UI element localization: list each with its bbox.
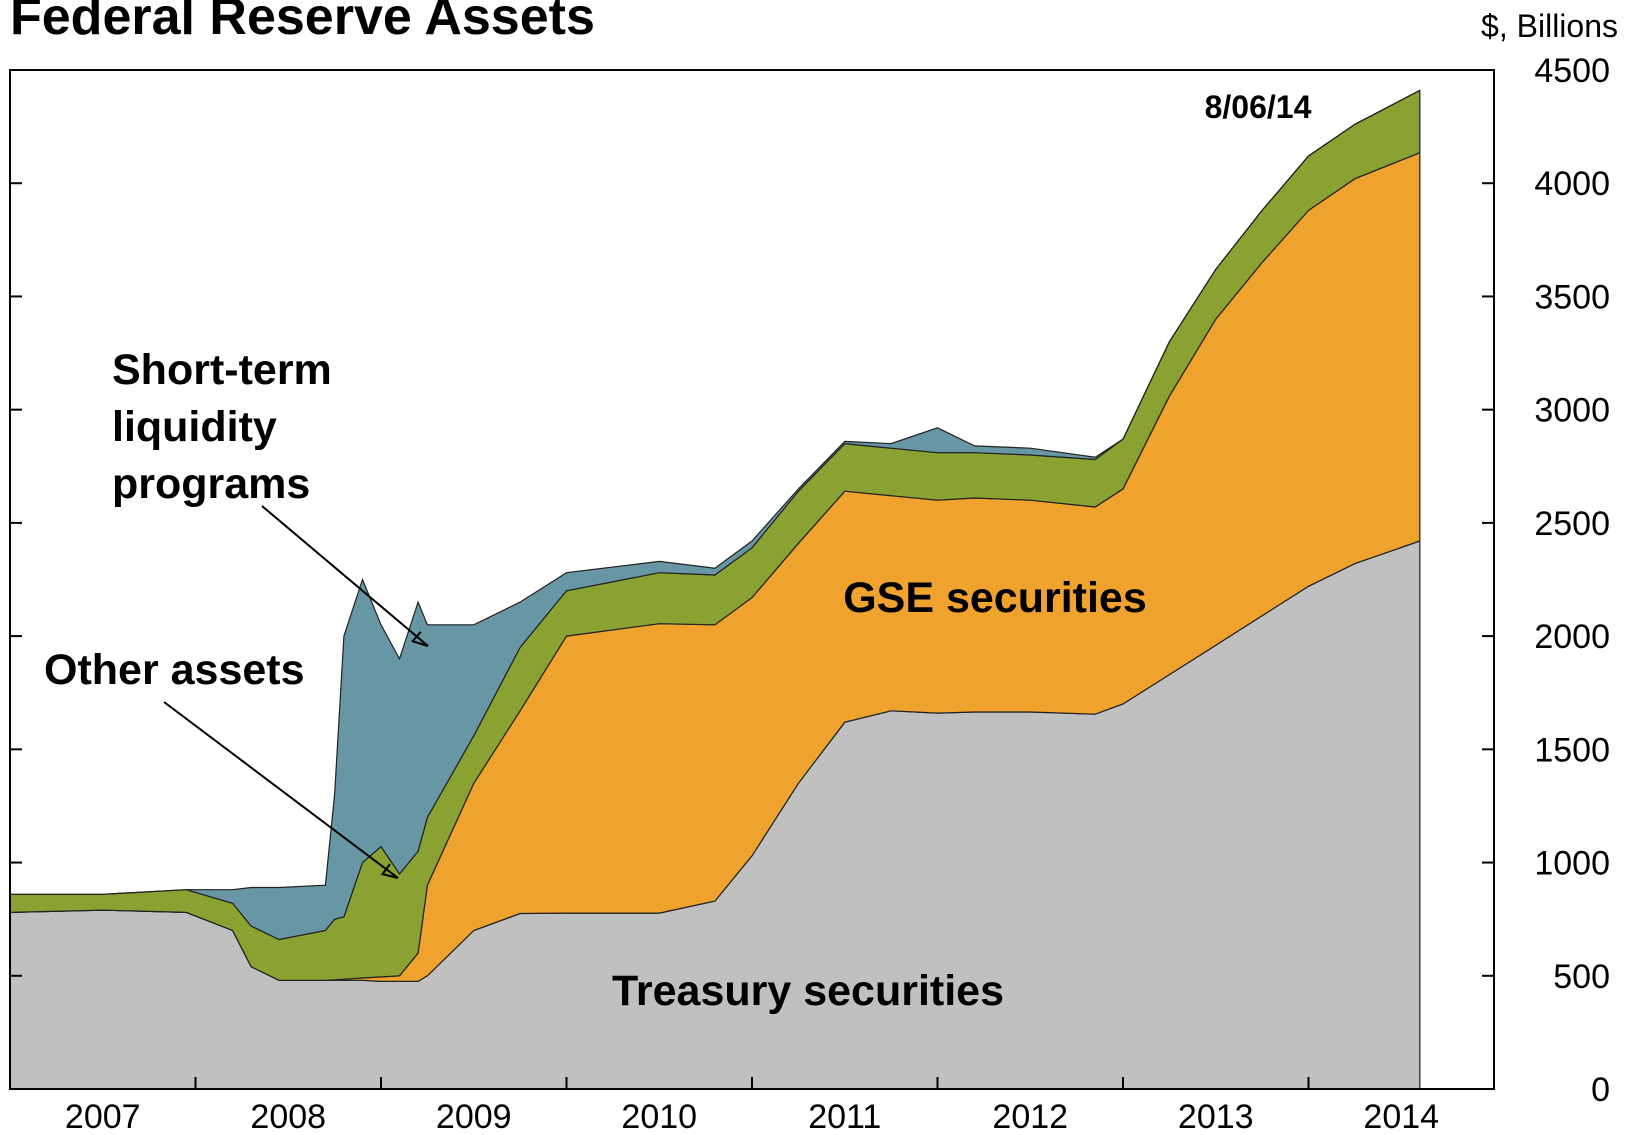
area <box>10 89 1421 941</box>
arrow-head <box>410 631 429 647</box>
chart-title: Federal Reserve Assets <box>10 0 595 46</box>
series-label: programs <box>112 460 310 508</box>
y-tick-label: 3000 <box>1534 392 1610 430</box>
axes: 0 500 1000 1500 2000 2500 3000 3500 4000 4500 2007… <box>9 52 1610 1135</box>
y-tick-label: 0 <box>1591 1071 1610 1109</box>
series-label: GSE securities <box>843 574 1147 622</box>
series-label: Treasury securities <box>612 967 1004 1015</box>
y-tick-label: 2000 <box>1534 618 1610 656</box>
y-tick-label: 1000 <box>1534 845 1610 883</box>
y-tick-label: 1500 <box>1534 731 1610 769</box>
series-label: Other assets <box>44 646 305 694</box>
y-axis-label: $, Billions <box>1481 8 1618 44</box>
arrow-line <box>163 701 399 879</box>
areas <box>9 89 1421 1090</box>
x-tick-label: 2013 <box>1178 1098 1254 1135</box>
date-label: 8/06/14 <box>1205 89 1312 125</box>
x-tick-label: 2007 <box>65 1098 141 1135</box>
y-tick-label: 500 <box>1553 958 1610 996</box>
annotations: Short-term liquidity programs Other assets G… <box>44 89 1312 1015</box>
x-tick-label: 2008 <box>250 1098 326 1135</box>
x-tick-label: 2009 <box>436 1098 512 1135</box>
arrow-head <box>380 863 399 879</box>
x-tick-label: 2012 <box>992 1098 1068 1135</box>
x-tick-label: 2010 <box>621 1098 697 1135</box>
y-tick-label: 3500 <box>1534 278 1610 316</box>
x-tick-label: 2014 <box>1363 1098 1439 1135</box>
y-tick-label: 4000 <box>1534 165 1610 203</box>
series-label: Short-term <box>112 346 332 394</box>
arrow-line <box>261 505 429 647</box>
series-label: liquidity <box>112 403 277 451</box>
x-tick-label: 2011 <box>808 1098 881 1135</box>
y-tick-label: 2500 <box>1534 505 1610 543</box>
y-tick-label: 4500 <box>1534 52 1610 90</box>
